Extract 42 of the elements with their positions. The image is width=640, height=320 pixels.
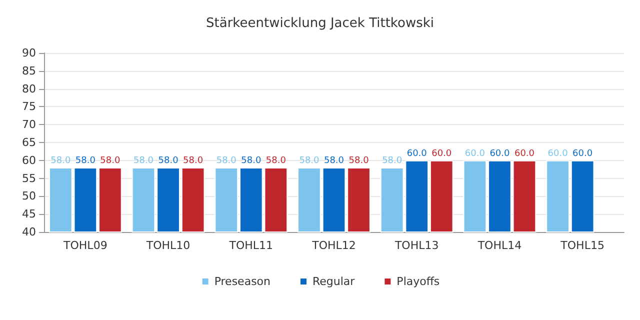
x-tick-label: TOHL12 — [311, 239, 356, 252]
y-tick-label: 85 — [22, 64, 36, 78]
legend-label: Regular — [312, 275, 356, 288]
y-tick-label: 80 — [22, 82, 36, 96]
data-label: 60.0 — [464, 148, 486, 159]
x-tick-label: TOHL15 — [560, 239, 604, 252]
y-tick-label: 45 — [22, 208, 36, 221]
data-label: 58.0 — [50, 156, 71, 166]
data-label: 60.0 — [432, 148, 452, 159]
data-label: 58.0 — [158, 156, 179, 166]
data-label: 60.0 — [572, 148, 593, 159]
y-tick-label: 75 — [22, 100, 36, 114]
data-label: 58.0 — [133, 156, 154, 166]
x-tick-label: TOHL11 — [228, 239, 274, 252]
chart-title: Stärkeentwicklung Jacek Tittkowski — [206, 16, 434, 31]
y-tick-label: 90 — [22, 46, 36, 60]
data-label: 58.0 — [241, 156, 262, 166]
x-tick-label: TOHL14 — [476, 239, 522, 252]
legend-label: Preseason — [214, 275, 271, 288]
y-tick-label: 60 — [22, 154, 36, 167]
y-tick-label: 50 — [22, 190, 36, 203]
data-label: 58.0 — [348, 156, 370, 166]
x-tick-label: TOHL13 — [394, 239, 439, 252]
y-tick-label: 70 — [22, 118, 36, 132]
data-label: 58.0 — [324, 156, 344, 166]
data-label: 58.0 — [299, 156, 320, 166]
x-tick-label: TOHL10 — [145, 239, 190, 252]
data-label: 58.0 — [75, 156, 96, 166]
data-label: 58.0 — [382, 156, 402, 166]
data-label: 58.0 — [100, 156, 120, 166]
data-label: 58.0 — [216, 156, 237, 166]
data-label: 58.0 — [183, 156, 204, 166]
data-label: 60.0 — [490, 148, 510, 159]
y-tick-label: 65 — [22, 136, 36, 149]
x-tick-label: TOHL09 — [62, 239, 108, 252]
data-label: 60.0 — [514, 148, 535, 159]
data-label: 58.0 — [266, 156, 286, 166]
data-label: 60.0 — [406, 148, 428, 159]
y-tick-label: 40 — [22, 226, 36, 238]
data-label: 60.0 — [548, 148, 568, 159]
legend-label: Playoffs — [396, 275, 440, 288]
y-tick-label: 55 — [22, 172, 36, 185]
